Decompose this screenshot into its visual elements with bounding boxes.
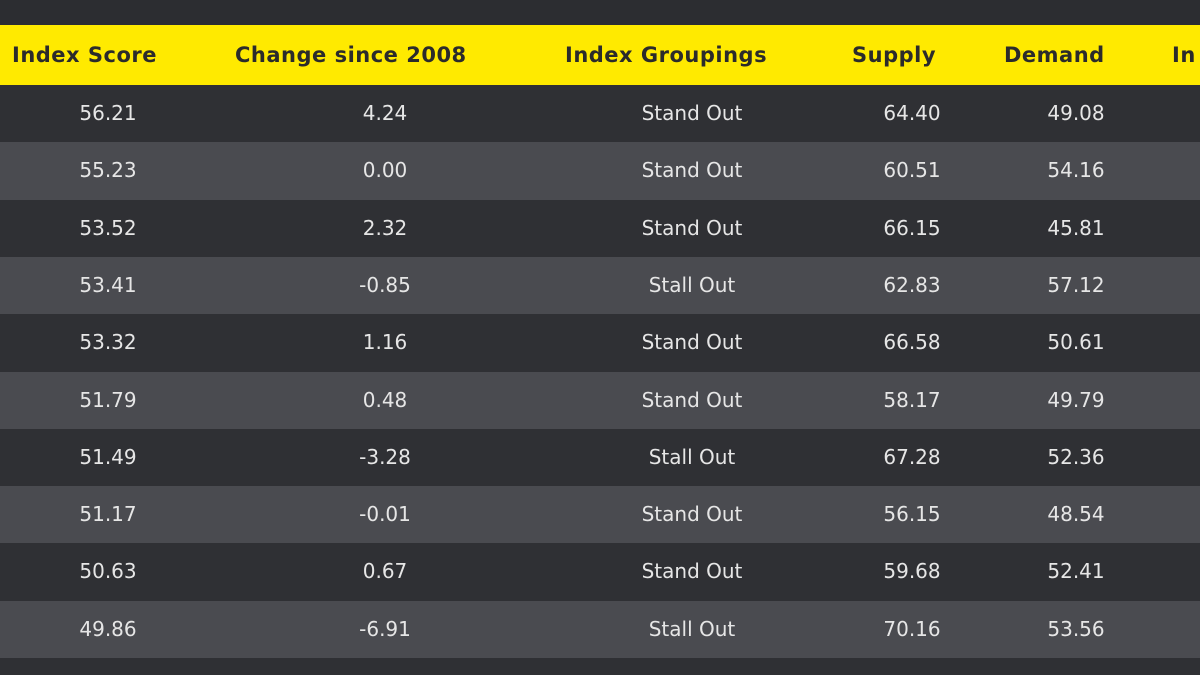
table-cell: 58.17 bbox=[883, 387, 941, 412]
table-cell: 57.12 bbox=[1047, 272, 1105, 297]
table-cell: 67.28 bbox=[883, 444, 941, 469]
table-cell: 53.41 bbox=[79, 272, 137, 297]
table-cell: -6.91 bbox=[359, 616, 411, 641]
table-cell: Stand Out bbox=[641, 158, 743, 183]
table-cell: 45.81 bbox=[1047, 215, 1105, 240]
table-cell: 53.32 bbox=[79, 330, 137, 355]
table-row: 51.79 0.48 Stand Out 58.17 49.79 bbox=[0, 371, 1200, 429]
header-cell: Supply bbox=[852, 43, 937, 67]
table-cell: 51.49 bbox=[79, 444, 137, 469]
table-cell: Stand Out bbox=[641, 559, 743, 584]
table-cell: 66.15 bbox=[883, 215, 941, 240]
table-row: 53.41 -0.85 Stall Out 62.83 57.12 bbox=[0, 256, 1200, 315]
table-cell: 0.00 bbox=[362, 158, 408, 183]
table-cell: 51.79 bbox=[79, 387, 137, 412]
table-cell: 49.08 bbox=[1047, 101, 1105, 125]
table-cell: 51.17 bbox=[79, 502, 137, 527]
table-cell: 66.58 bbox=[883, 330, 941, 355]
table-row: 53.52 2.32 Stand Out 66.15 45.81 bbox=[0, 199, 1200, 257]
table-header: Index Score Change since 2008 Index Groupi… bbox=[0, 25, 1200, 85]
table-cell: Stand Out bbox=[641, 330, 743, 355]
table-cell: Stall Out bbox=[648, 444, 736, 469]
table-cell: 49.86 bbox=[79, 616, 137, 641]
table-cell: Stand Out bbox=[641, 502, 743, 527]
table-row-partial bbox=[0, 658, 1200, 675]
table-cell: 2.32 bbox=[362, 215, 408, 240]
table-cell: 1.16 bbox=[362, 330, 408, 355]
table-row: 49.86 -6.91 Stall Out 70.16 53.56 bbox=[0, 600, 1200, 658]
table-cell: 4.24 bbox=[362, 101, 408, 125]
table-cell: 55.23 bbox=[79, 158, 137, 183]
table-row: 55.23 0.00 Stand Out 60.51 54.16 bbox=[0, 142, 1200, 200]
table-row: 51.49 -3.28 Stall Out 67.28 52.36 bbox=[0, 428, 1200, 487]
header-cell: Index Groupings bbox=[565, 43, 768, 67]
table-cell: -0.85 bbox=[359, 272, 411, 297]
top-band bbox=[0, 0, 1200, 25]
table-row: 51.17 -0.01 Stand Out 56.15 48.54 bbox=[0, 486, 1200, 544]
table-cell: 0.48 bbox=[362, 387, 408, 412]
table-cell: 70.16 bbox=[883, 616, 941, 641]
table-cell: 48.54 bbox=[1047, 502, 1105, 527]
table-cell: 59.68 bbox=[883, 559, 941, 584]
table-row: 56.21 4.24 Stand Out 64.40 49.08 bbox=[0, 85, 1200, 143]
table-cell: 56.21 bbox=[79, 101, 137, 125]
table-row: 53.32 1.16 Stand Out 66.58 50.61 bbox=[0, 314, 1200, 372]
table-cell: 50.63 bbox=[79, 559, 137, 584]
table-cell: Stand Out bbox=[641, 101, 743, 125]
table-cell: Stand Out bbox=[641, 215, 743, 240]
table-cell: 53.56 bbox=[1047, 616, 1105, 641]
table-cell: 49.79 bbox=[1047, 387, 1105, 412]
table-cell: 52.36 bbox=[1047, 444, 1105, 469]
table-cell: 60.51 bbox=[883, 158, 941, 183]
table-cell: 53.52 bbox=[79, 215, 137, 240]
header-cell: In bbox=[1172, 43, 1196, 67]
table-cell: 54.16 bbox=[1047, 158, 1105, 183]
header-cell: Demand bbox=[1004, 43, 1105, 67]
header-cell: Index Score bbox=[12, 43, 157, 67]
table-cell: Stall Out bbox=[648, 272, 736, 297]
table-cell: -0.01 bbox=[359, 502, 411, 527]
table-cell: Stall Out bbox=[648, 616, 736, 641]
table-cell: 64.40 bbox=[883, 101, 941, 125]
table-cell: 50.61 bbox=[1047, 330, 1105, 355]
table-cell: 62.83 bbox=[883, 272, 941, 297]
header-cell: Change since 2008 bbox=[235, 43, 467, 67]
table-cell: 0.67 bbox=[362, 559, 408, 584]
table-row: 50.63 0.67 Stand Out 59.68 52.41 bbox=[0, 543, 1200, 601]
table-cell: 56.15 bbox=[883, 502, 941, 527]
table-cell: 52.41 bbox=[1047, 559, 1105, 584]
table-cell: Stand Out bbox=[641, 387, 743, 412]
table-cell: -3.28 bbox=[359, 444, 411, 469]
